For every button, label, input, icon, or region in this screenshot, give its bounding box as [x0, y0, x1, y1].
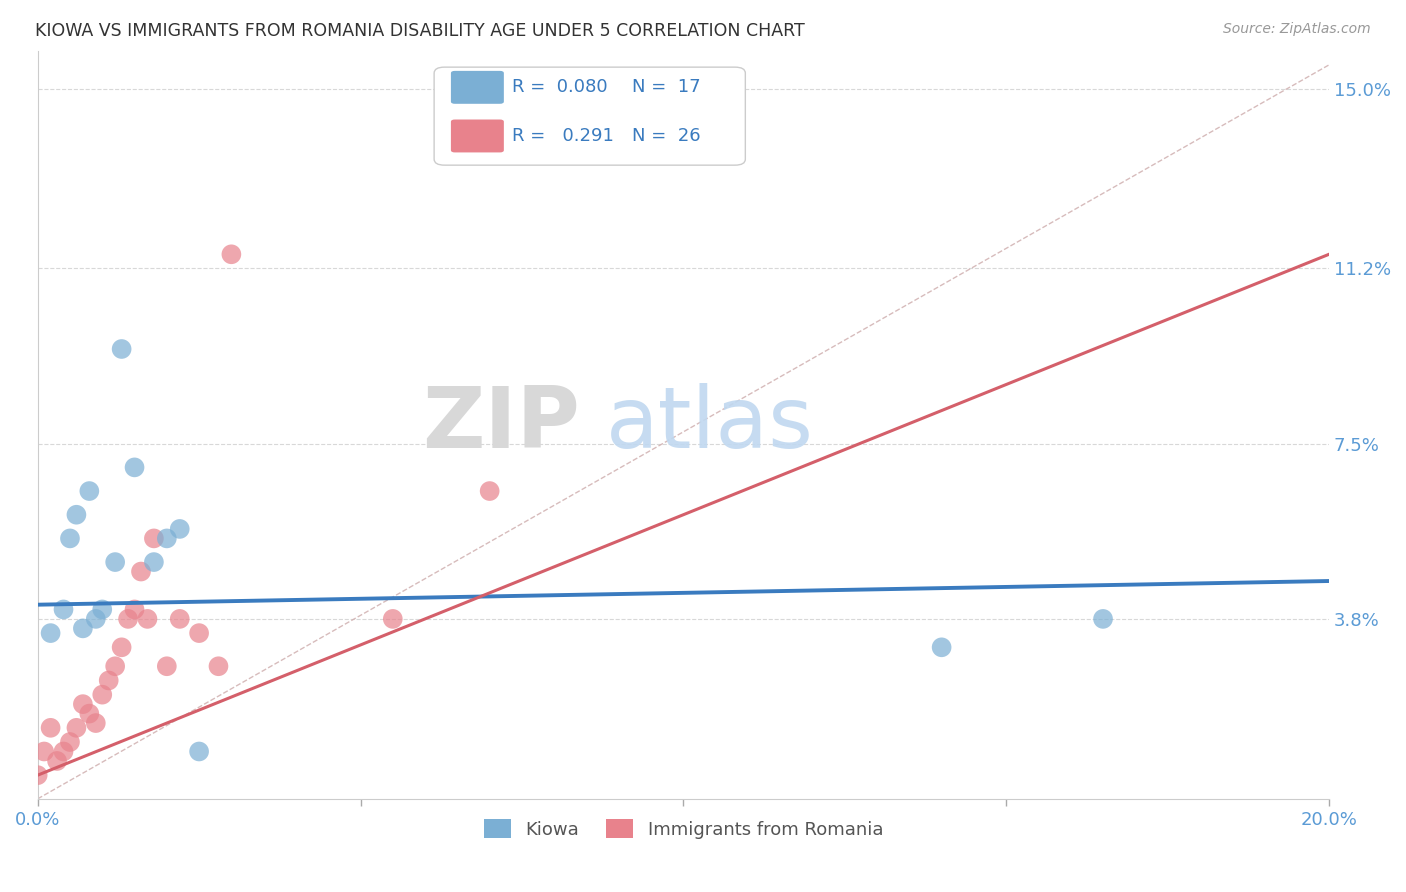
Point [142, 532, 165, 546]
Point [79, 706, 101, 721]
Point [104, 555, 127, 569]
Point [32, 744, 55, 758]
Point [59, 532, 82, 546]
Text: R =   0.291: R = 0.291 [512, 127, 613, 145]
Point [931, 640, 953, 655]
Point [39, 721, 62, 735]
Point [52, 602, 75, 616]
FancyBboxPatch shape [434, 67, 745, 165]
Point [188, 744, 211, 758]
Point [188, 626, 211, 640]
Point [221, 247, 243, 261]
Point [129, 565, 152, 579]
Point [156, 659, 179, 673]
Point [84, 612, 107, 626]
Point [52, 744, 75, 758]
Text: R =  0.080: R = 0.080 [512, 78, 607, 96]
Point [39, 626, 62, 640]
Text: Source: ZipAtlas.com: Source: ZipAtlas.com [1223, 22, 1371, 37]
Text: N =  26: N = 26 [631, 127, 700, 145]
Point [97, 673, 120, 688]
Point [27, 768, 49, 782]
Text: N =  17: N = 17 [631, 78, 700, 96]
Point [111, 640, 134, 655]
Point [142, 555, 165, 569]
Legend: Kiowa, Immigrants from Romania: Kiowa, Immigrants from Romania [477, 812, 890, 846]
Point [124, 460, 146, 475]
Point [169, 612, 191, 626]
Point [72, 621, 94, 635]
Point [104, 659, 127, 673]
Point [136, 612, 159, 626]
Point [169, 522, 191, 536]
Point [111, 342, 134, 356]
Point [91, 602, 114, 616]
FancyBboxPatch shape [451, 120, 503, 153]
Point [117, 612, 139, 626]
Point [65, 508, 87, 522]
Point [72, 697, 94, 711]
Text: ZIP: ZIP [422, 384, 581, 467]
Point [79, 484, 101, 499]
Point [59, 735, 82, 749]
Point [381, 612, 404, 626]
Point [124, 602, 146, 616]
Text: atlas: atlas [606, 384, 814, 467]
Point [207, 659, 229, 673]
Point [65, 721, 87, 735]
Point [1092, 612, 1115, 626]
FancyBboxPatch shape [451, 70, 503, 103]
Point [46, 754, 69, 768]
Point [156, 532, 179, 546]
Point [84, 716, 107, 731]
Text: KIOWA VS IMMIGRANTS FROM ROMANIA DISABILITY AGE UNDER 5 CORRELATION CHART: KIOWA VS IMMIGRANTS FROM ROMANIA DISABIL… [35, 22, 804, 40]
Point [91, 688, 114, 702]
Point [478, 484, 501, 499]
